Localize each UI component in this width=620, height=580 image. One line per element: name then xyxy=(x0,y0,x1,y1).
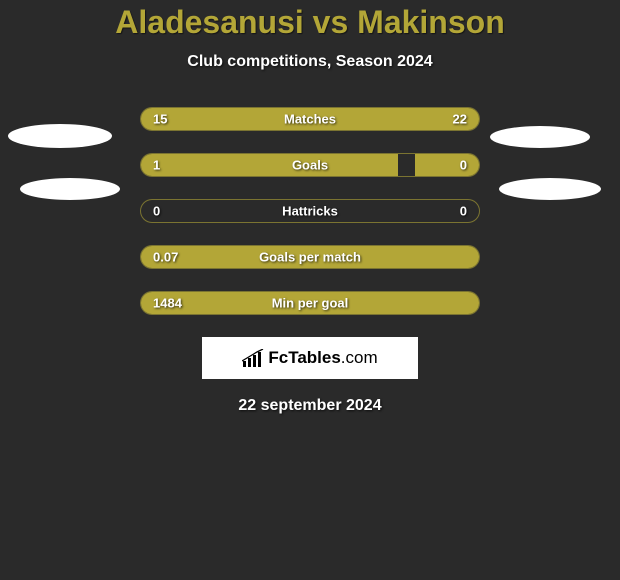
stat-row: 15 Matches 22 xyxy=(140,107,480,131)
stat-value-right: 0 xyxy=(460,158,467,173)
stat-bar-left xyxy=(141,154,398,176)
page-title: Aladesanusi vs Makinson xyxy=(0,4,620,41)
stat-value-left: 1484 xyxy=(153,296,182,311)
brand-logo: FcTables.com xyxy=(202,337,418,379)
stat-label: Goals per match xyxy=(259,250,361,265)
stat-bar-right xyxy=(415,154,479,176)
player-ellipse xyxy=(20,178,120,200)
root-container: Aladesanusi vs Makinson Club competition… xyxy=(0,0,620,580)
stat-label: Min per goal xyxy=(272,296,349,311)
brand-text: FcTables.com xyxy=(268,348,377,368)
stat-value-left: 0 xyxy=(153,204,160,219)
stat-value-left: 0.07 xyxy=(153,250,178,265)
stat-value-right: 0 xyxy=(460,204,467,219)
stat-label: Hattricks xyxy=(282,204,338,219)
page-subtitle: Club competitions, Season 2024 xyxy=(0,53,620,71)
stat-row: 1484 Min per goal xyxy=(140,291,480,315)
brand-light: .com xyxy=(341,348,378,367)
stat-value-left: 15 xyxy=(153,112,167,127)
stat-label: Goals xyxy=(292,158,328,173)
stat-value-right: 22 xyxy=(453,112,467,127)
brand-bold: FcTables xyxy=(268,348,340,367)
date-label: 22 september 2024 xyxy=(0,397,620,415)
stat-row: 0.07 Goals per match xyxy=(140,245,480,269)
chart-icon xyxy=(242,349,264,367)
stat-row: 0 Hattricks 0 xyxy=(140,199,480,223)
stat-label: Matches xyxy=(284,112,336,127)
player-ellipse xyxy=(8,124,112,148)
stat-row: 1 Goals 0 xyxy=(140,153,480,177)
player-ellipse xyxy=(490,126,590,148)
player-ellipse xyxy=(499,178,601,200)
stat-value-left: 1 xyxy=(153,158,160,173)
